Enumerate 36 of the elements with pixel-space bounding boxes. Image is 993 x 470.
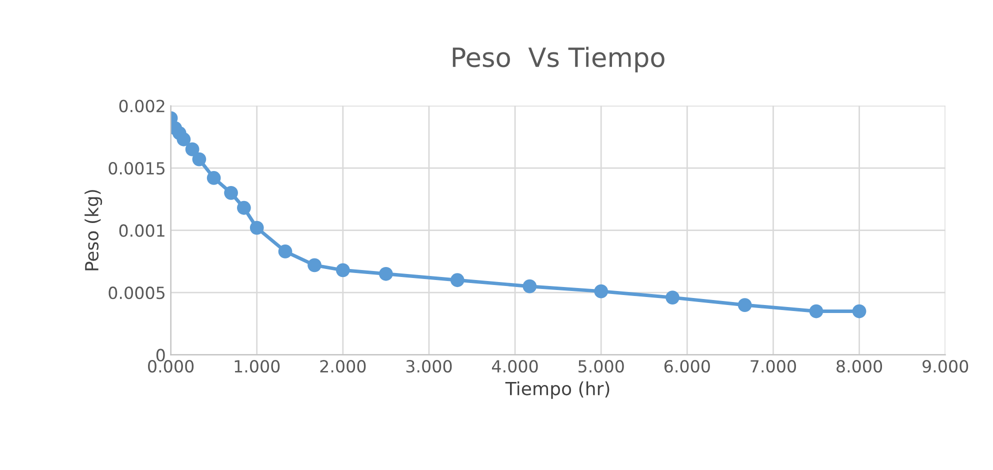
- y-tick-label: 0.0015: [108, 162, 164, 175]
- point: [809, 304, 824, 318]
- y-tick-label: 0.0005: [108, 286, 164, 300]
- point: [450, 273, 464, 288]
- x-tick-label: 2.000: [320, 360, 366, 373]
- y-axis-title: Peso (kg): [84, 190, 102, 270]
- x-tick-label: 4.000: [492, 360, 538, 373]
- x-tick-label: 8.000: [836, 360, 882, 373]
- y-tick-label: 0.001: [119, 224, 164, 237]
- x-axis-title: Tiempo (hr): [505, 381, 610, 399]
- point: [852, 304, 866, 318]
- point: [224, 186, 238, 200]
- point: [192, 152, 206, 166]
- point: [237, 200, 251, 215]
- x-tick-label: 9.000: [922, 360, 968, 373]
- point: [522, 279, 537, 294]
- point: [666, 290, 680, 304]
- point: [185, 142, 200, 156]
- x-tick-label: 0.000: [148, 360, 194, 373]
- x-tick-label: 1.000: [234, 360, 280, 373]
- point: [278, 244, 292, 258]
- chart-title: Peso Vs Tiempo: [452, 46, 664, 72]
- point: [308, 258, 322, 272]
- x-tick-label: 3.000: [406, 360, 452, 373]
- x-tick-label: 6.000: [664, 360, 710, 373]
- point: [176, 132, 191, 146]
- x-tick-label: 7.000: [750, 360, 796, 373]
- x-tick-label: 5.000: [578, 360, 624, 373]
- y-tick-label: 0: [156, 348, 165, 362]
- point: [379, 266, 393, 281]
- y-tick-label: 0.002: [119, 100, 164, 112]
- point: [206, 171, 221, 185]
- point: [336, 263, 350, 278]
- point: [738, 298, 752, 312]
- point: [250, 220, 264, 235]
- point: [594, 284, 608, 298]
